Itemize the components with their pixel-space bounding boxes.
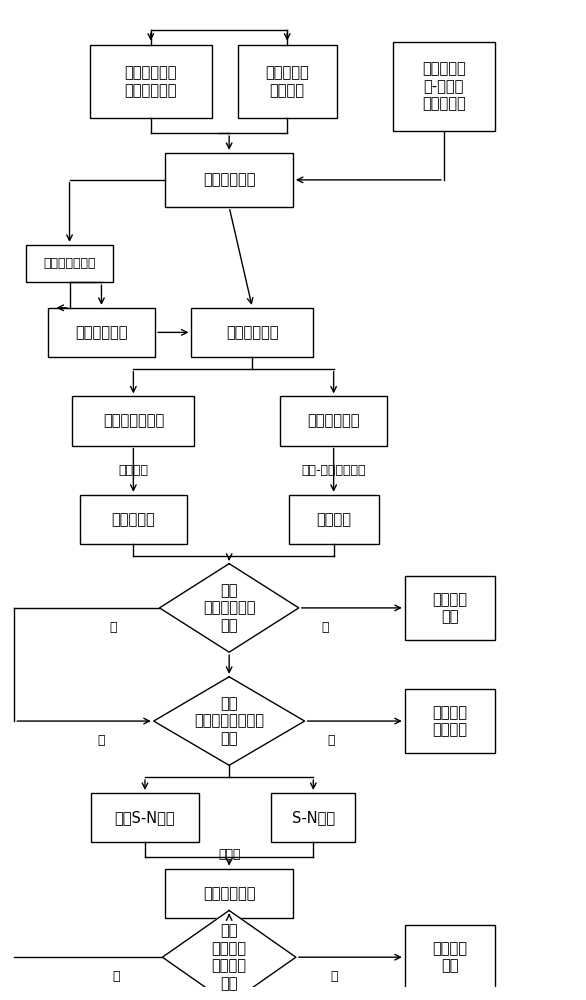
Bar [165, 153, 293, 207]
Text: 是: 是 [321, 621, 329, 634]
Text: 正比关系: 正比关系 [118, 464, 148, 477]
Text: 建立机组轴
系-叶片耦
合振动模型: 建立机组轴 系-叶片耦 合振动模型 [422, 62, 466, 111]
Bar [26, 245, 113, 282]
Polygon shape [154, 677, 305, 765]
Bar [91, 793, 199, 842]
Bar [238, 45, 336, 118]
Bar [90, 45, 212, 118]
Text: 跳机保护
信号: 跳机保护 信号 [432, 941, 467, 973]
Text: 计算蒸汽力矩: 计算蒸汽力矩 [75, 325, 128, 340]
Text: 疲劳寿命损耗: 疲劳寿命损耗 [203, 886, 255, 901]
Bar [393, 42, 495, 131]
Text: 监测发电机
瞬时转速: 监测发电机 瞬时转速 [265, 65, 309, 98]
Text: 是否
超过扭振损伤报警
阈值: 是否 超过扭振损伤报警 阈值 [194, 696, 264, 746]
Polygon shape [162, 910, 296, 1000]
Text: 扭振报警
信号: 扭振报警 信号 [432, 592, 467, 624]
Text: 是: 是 [330, 970, 338, 983]
Bar [73, 396, 195, 446]
Text: 轴系相对角位移: 轴系相对角位移 [103, 413, 164, 428]
Text: 计算电磁力矩: 计算电磁力矩 [203, 172, 255, 187]
Text: 是否
超过扭振
跳机保护
阈值: 是否 超过扭振 跳机保护 阈值 [212, 924, 247, 991]
Text: 叶片应力: 叶片应力 [316, 512, 351, 527]
Text: 是: 是 [327, 734, 335, 747]
Text: 是否
超过扭振报警
阈值: 是否 超过扭振报警 阈值 [203, 583, 255, 633]
Text: 振动响应计算: 振动响应计算 [226, 325, 278, 340]
Text: 扭振前电磁力矩: 扭振前电磁力矩 [43, 257, 96, 270]
Bar [48, 308, 155, 357]
Bar [192, 308, 314, 357]
Text: 否: 否 [112, 970, 120, 983]
Bar [80, 495, 187, 544]
Text: 扭振损伤
报警信号: 扭振损伤 报警信号 [432, 705, 467, 737]
Text: 位移-应力关系曲线: 位移-应力关系曲线 [301, 464, 366, 477]
Text: 轴系扭应力: 轴系扭应力 [111, 512, 155, 527]
Text: 叶片相对位移: 叶片相对位移 [308, 413, 360, 428]
Bar [405, 689, 495, 753]
Polygon shape [159, 564, 299, 652]
Text: 雨流法: 雨流法 [218, 848, 240, 861]
Text: 否: 否 [98, 734, 105, 747]
Text: 扭转S-N曲线: 扭转S-N曲线 [115, 810, 175, 825]
Bar [289, 495, 379, 544]
Text: S-N曲线: S-N曲线 [292, 810, 335, 825]
Bar [280, 396, 387, 446]
Bar [271, 793, 355, 842]
Bar [165, 869, 293, 918]
Bar [405, 576, 495, 640]
Bar [405, 925, 495, 989]
Text: 监测发电机三
相电流和电压: 监测发电机三 相电流和电压 [125, 65, 177, 98]
Text: 否: 否 [110, 621, 117, 634]
